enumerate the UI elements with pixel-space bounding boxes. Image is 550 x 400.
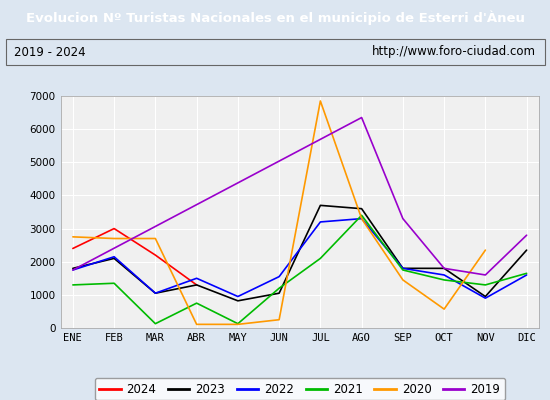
Text: http://www.foro-ciudad.com: http://www.foro-ciudad.com — [372, 46, 536, 58]
Text: Evolucion Nº Turistas Nacionales en el municipio de Esterri d'Àneu: Evolucion Nº Turistas Nacionales en el m… — [25, 11, 525, 25]
Legend: 2024, 2023, 2022, 2021, 2020, 2019: 2024, 2023, 2022, 2021, 2020, 2019 — [95, 378, 505, 400]
Text: 2019 - 2024: 2019 - 2024 — [14, 46, 85, 58]
FancyBboxPatch shape — [6, 38, 544, 66]
